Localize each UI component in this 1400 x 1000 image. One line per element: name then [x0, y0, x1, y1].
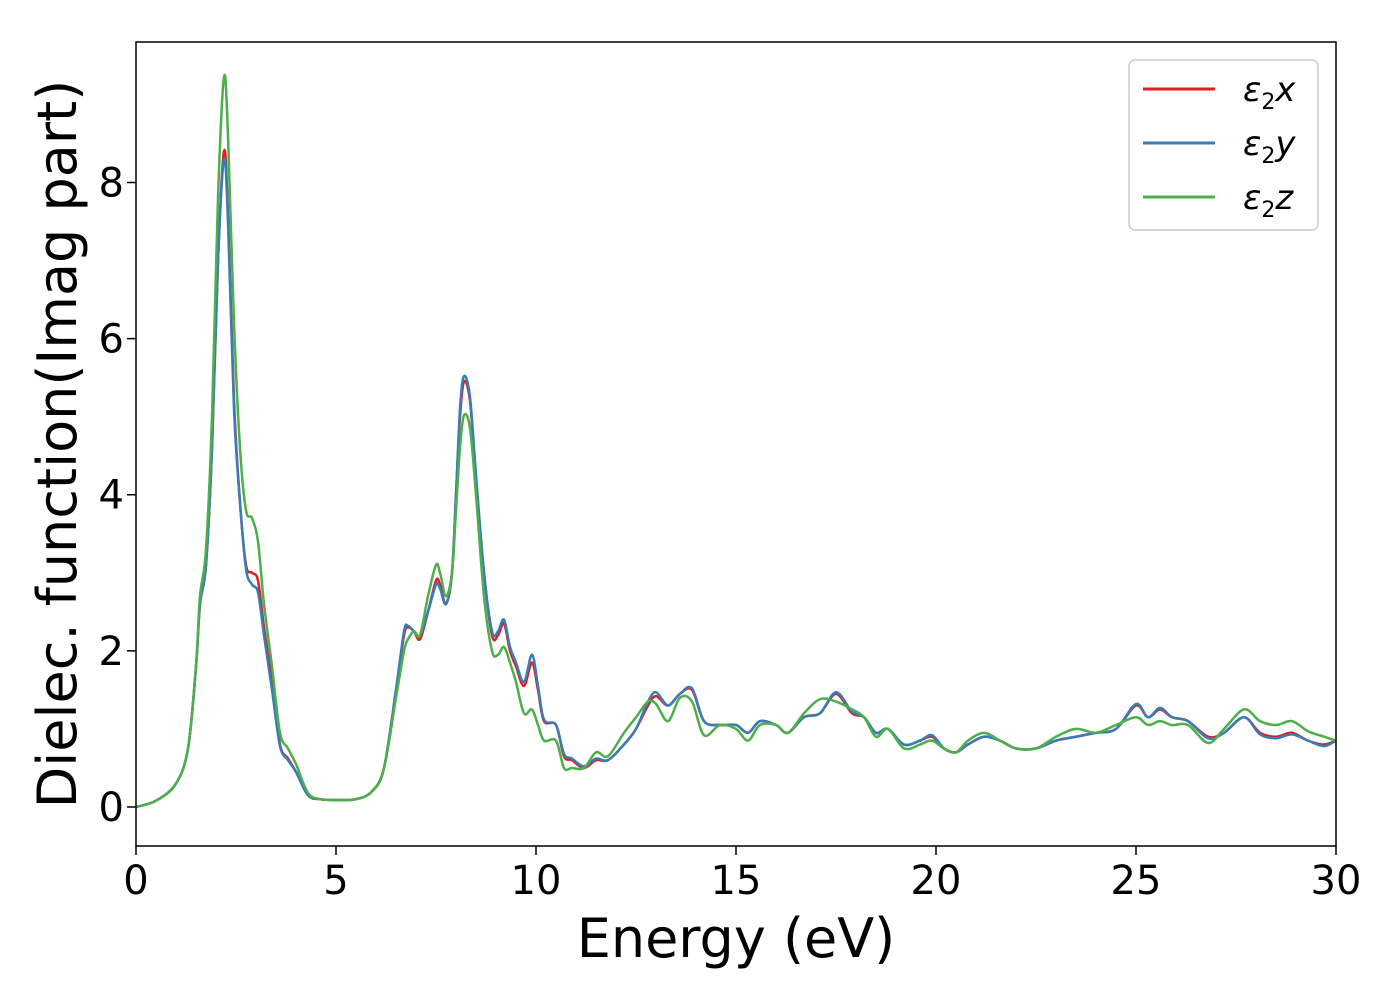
x-axis: 0 5 10 15 20 25 30: [123, 846, 1361, 904]
y-axis: 0 2 4 6 8: [99, 161, 136, 831]
y-tick-label: 4: [99, 473, 124, 519]
legend-label-y: ε2y: [1243, 124, 1296, 169]
legend-box: [1128, 59, 1319, 231]
legend-label-z: ε2z: [1243, 178, 1294, 223]
y-axis-title: Dielec. function(Imag part): [26, 80, 89, 809]
y-tick-label: 2: [99, 629, 124, 675]
x-tick-label: 15: [711, 858, 762, 904]
x-tick-label: 0: [123, 858, 148, 904]
y-tick-label: 8: [99, 161, 124, 207]
y-tick-label: 0: [99, 785, 124, 831]
series-line-z: [136, 73, 1336, 809]
x-axis-title: Energy (eV): [577, 907, 896, 970]
x-tick-label: 10: [511, 858, 562, 904]
series-layer: [136, 73, 1336, 809]
legend-label-x: ε2x: [1243, 70, 1296, 115]
legend: ε2x ε2y ε2z: [1128, 59, 1319, 231]
x-tick-label: 30: [1311, 858, 1362, 904]
y-tick-label: 6: [99, 317, 124, 363]
x-tick-label: 25: [1111, 858, 1162, 904]
x-tick-label: 20: [911, 858, 962, 904]
x-tick-label: 5: [323, 858, 348, 904]
